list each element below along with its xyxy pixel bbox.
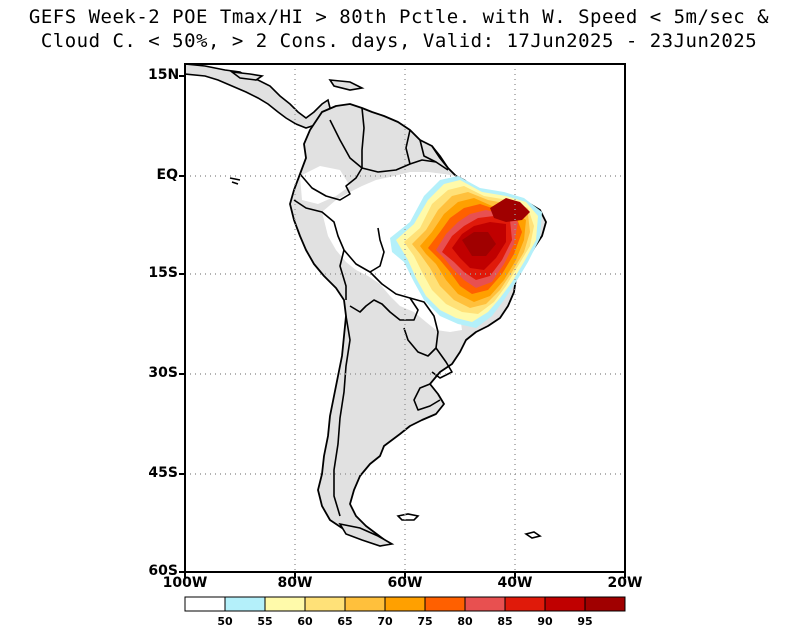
colorbar-label-60: 60 [297,615,313,628]
colorbar-label-50: 50 [217,615,233,628]
colorbar-label-55: 55 [257,615,273,628]
colorbar-label-80: 80 [457,615,473,628]
central-america-land [184,63,365,129]
map-frame [179,63,626,578]
graticule [185,64,625,572]
lon-label-60w: 60W [387,575,423,591]
country-borders [293,107,453,517]
colorbar-label-75: 75 [417,615,433,628]
colorbar-bin-7 [464,596,506,612]
lat-label-eq: EQ [156,167,178,183]
colorbar-bin-6 [424,596,466,612]
lon-label-80w: 80W [277,575,313,591]
colorbar-bin-2 [264,596,306,612]
map-title-line-1: GEFS Week-2 POE Tmax/HI > 80th Pctle. wi… [28,6,770,28]
colorbar-bin-0 [184,596,226,612]
colorbar-label-90: 90 [537,615,553,628]
lat-label-60s: 60S [148,563,178,579]
colorbar-bin-8 [504,596,546,612]
lon-label-20w: 20W [607,575,643,591]
lon-label-40w: 40W [497,575,533,591]
colorbar-bin-5 [384,596,426,612]
colorbar-bin-4 [344,596,386,612]
lon-label-100w: 100W [162,575,208,591]
colorbar-bin-1 [224,596,266,612]
colorbar-bin-9 [544,596,586,612]
colorbar-label-95: 95 [577,615,593,628]
colorbar [184,596,626,612]
colorbar-label-85: 85 [497,615,513,628]
colorbar-label-70: 70 [377,615,393,628]
lat-label-15n: 15N [148,67,180,83]
lat-label-30s: 30S [148,365,178,381]
colorbar-bin-10 [584,596,626,612]
lat-label-15s: 15S [148,265,178,281]
colorbar-bin-3 [304,596,346,612]
colorbar-label-65: 65 [337,615,353,628]
map-title-line-2: Cloud C. < 50%, > 2 Cons. days, Valid: 1… [40,30,758,52]
lat-label-45s: 45S [148,465,178,481]
probability-shading [390,176,542,328]
